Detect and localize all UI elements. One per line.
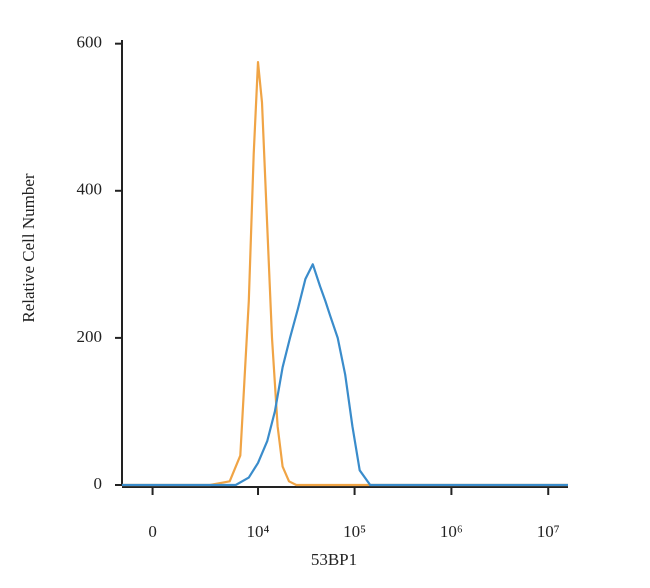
y-tick-label: 400	[77, 180, 103, 199]
y-tick-label: 200	[77, 327, 103, 346]
x-tick-label: 10⁵	[343, 522, 366, 541]
x-tick-label: 0	[148, 522, 157, 541]
y-axis-label: Relative Cell Number	[19, 173, 38, 323]
x-tick-label: 10⁷	[537, 522, 560, 541]
histogram-line	[122, 61, 568, 487]
x-axis-label: 53BP1	[311, 550, 357, 569]
y-tick-label: 0	[94, 474, 103, 493]
x-tick-label: 10⁴	[247, 522, 270, 541]
y-tick-label: 600	[77, 33, 103, 52]
histogram-line	[122, 263, 568, 487]
x-tick-label: 10⁶	[440, 522, 463, 541]
